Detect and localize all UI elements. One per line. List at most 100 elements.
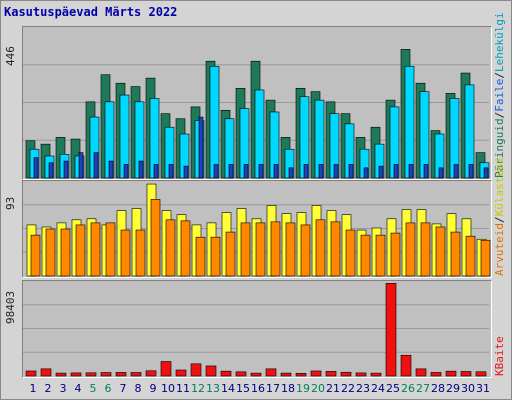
pages-bar [213,164,219,179]
kbytes-bar [460,371,472,377]
kbytes-bar [235,371,247,377]
pages-bar [378,165,384,179]
pages-bar [258,164,264,179]
pages-bar [48,162,54,179]
kbytes-bar [295,372,307,377]
pages-bar [363,167,369,179]
pages-bar [108,160,114,179]
sites-bar [240,222,251,277]
pages-bar [483,167,489,179]
day-label: 14 [221,382,235,395]
day-label: 22 [341,382,355,395]
day-label: 24 [371,382,385,395]
kbytes-bar [130,372,142,377]
files-bar [404,65,415,179]
kbytes-bar [325,371,337,377]
pages-bar [393,164,399,179]
kbytes-bar [100,372,112,377]
day-label: 15 [236,382,250,395]
day-label: 21 [326,382,340,395]
day-label: 13 [206,382,220,395]
pages-bar [153,164,159,179]
kbytes-bar [265,368,277,377]
pages-bar [183,165,189,179]
day-label: 11 [176,382,190,395]
kbytes-bar [355,372,367,377]
kbytes-bar [250,372,262,377]
pages-bar [288,167,294,179]
day-label: 6 [105,382,112,395]
sites-bar [390,232,401,277]
sites-bar [75,224,86,277]
sites-bar [375,234,386,277]
day-label: 9 [150,382,157,395]
day-label: 27 [416,382,430,395]
pages-bar [348,164,354,179]
sites-bar [225,231,236,277]
sites-bar [210,236,221,277]
kbytes-bar [415,368,427,377]
sites-bar [195,236,206,277]
kbytes-bar [55,372,67,377]
pages-bar [423,164,429,179]
sites-bar [435,226,446,277]
pages-bar [123,164,129,179]
day-label: 16 [251,382,265,395]
day-label: 28 [431,382,445,395]
day-label: 5 [90,382,97,395]
day-label: 31 [476,382,490,395]
pages-bar [93,152,99,179]
day-label: 8 [135,382,142,395]
kbytes-bar [25,370,37,377]
sites-bar [420,222,431,277]
pages-bar [438,167,444,179]
day-label: 17 [266,382,280,395]
sites-bar [450,231,461,277]
day-label: 20 [311,382,325,395]
pages-bar [273,164,279,179]
kbytes-bar [220,370,232,377]
sites-bar [30,234,41,277]
pages-bar [228,164,234,179]
pages-bar [333,164,339,179]
pages-bar [198,116,204,179]
kbytes-bar [160,361,172,377]
kbytes-bar [430,372,442,377]
kbytes-bar [205,365,217,377]
sites-bar [315,219,326,277]
sites-bar [300,224,311,277]
sites-bar [105,222,116,277]
sites-bar [360,234,371,277]
sites-bar [255,222,266,277]
sites-bar [405,222,416,277]
pages-bar [63,160,69,179]
pages-bar [168,164,174,179]
kbytes-bar [70,372,82,377]
kbytes-bar [385,283,397,377]
sites-bar [135,229,146,277]
kbytes-bar [190,363,202,377]
kbytes-bar [370,372,382,377]
day-label: 12 [191,382,205,395]
day-label: 2 [45,382,52,395]
sites-bar [465,235,476,277]
day-label: 3 [60,382,67,395]
chart-title: Kasutuspäevad Märts 2022 [4,5,178,19]
sites-bar [90,222,101,277]
kbytes-bar [445,370,457,377]
kbytes-bar [310,370,322,377]
pages-bar [33,157,39,179]
kbytes-bar [475,371,487,377]
day-label: 1 [30,382,37,395]
pages-bar [78,152,84,179]
kbytes-bar [280,372,292,377]
kbytes-bar [145,370,157,377]
day-label: 19 [296,382,310,395]
sites-bar [345,229,356,277]
sites-bar [480,239,491,277]
day-label: 4 [75,382,82,395]
pages-bar [243,164,249,179]
sites-bar [150,199,161,277]
day-label: 25 [386,382,400,395]
pages-bar [138,160,144,179]
